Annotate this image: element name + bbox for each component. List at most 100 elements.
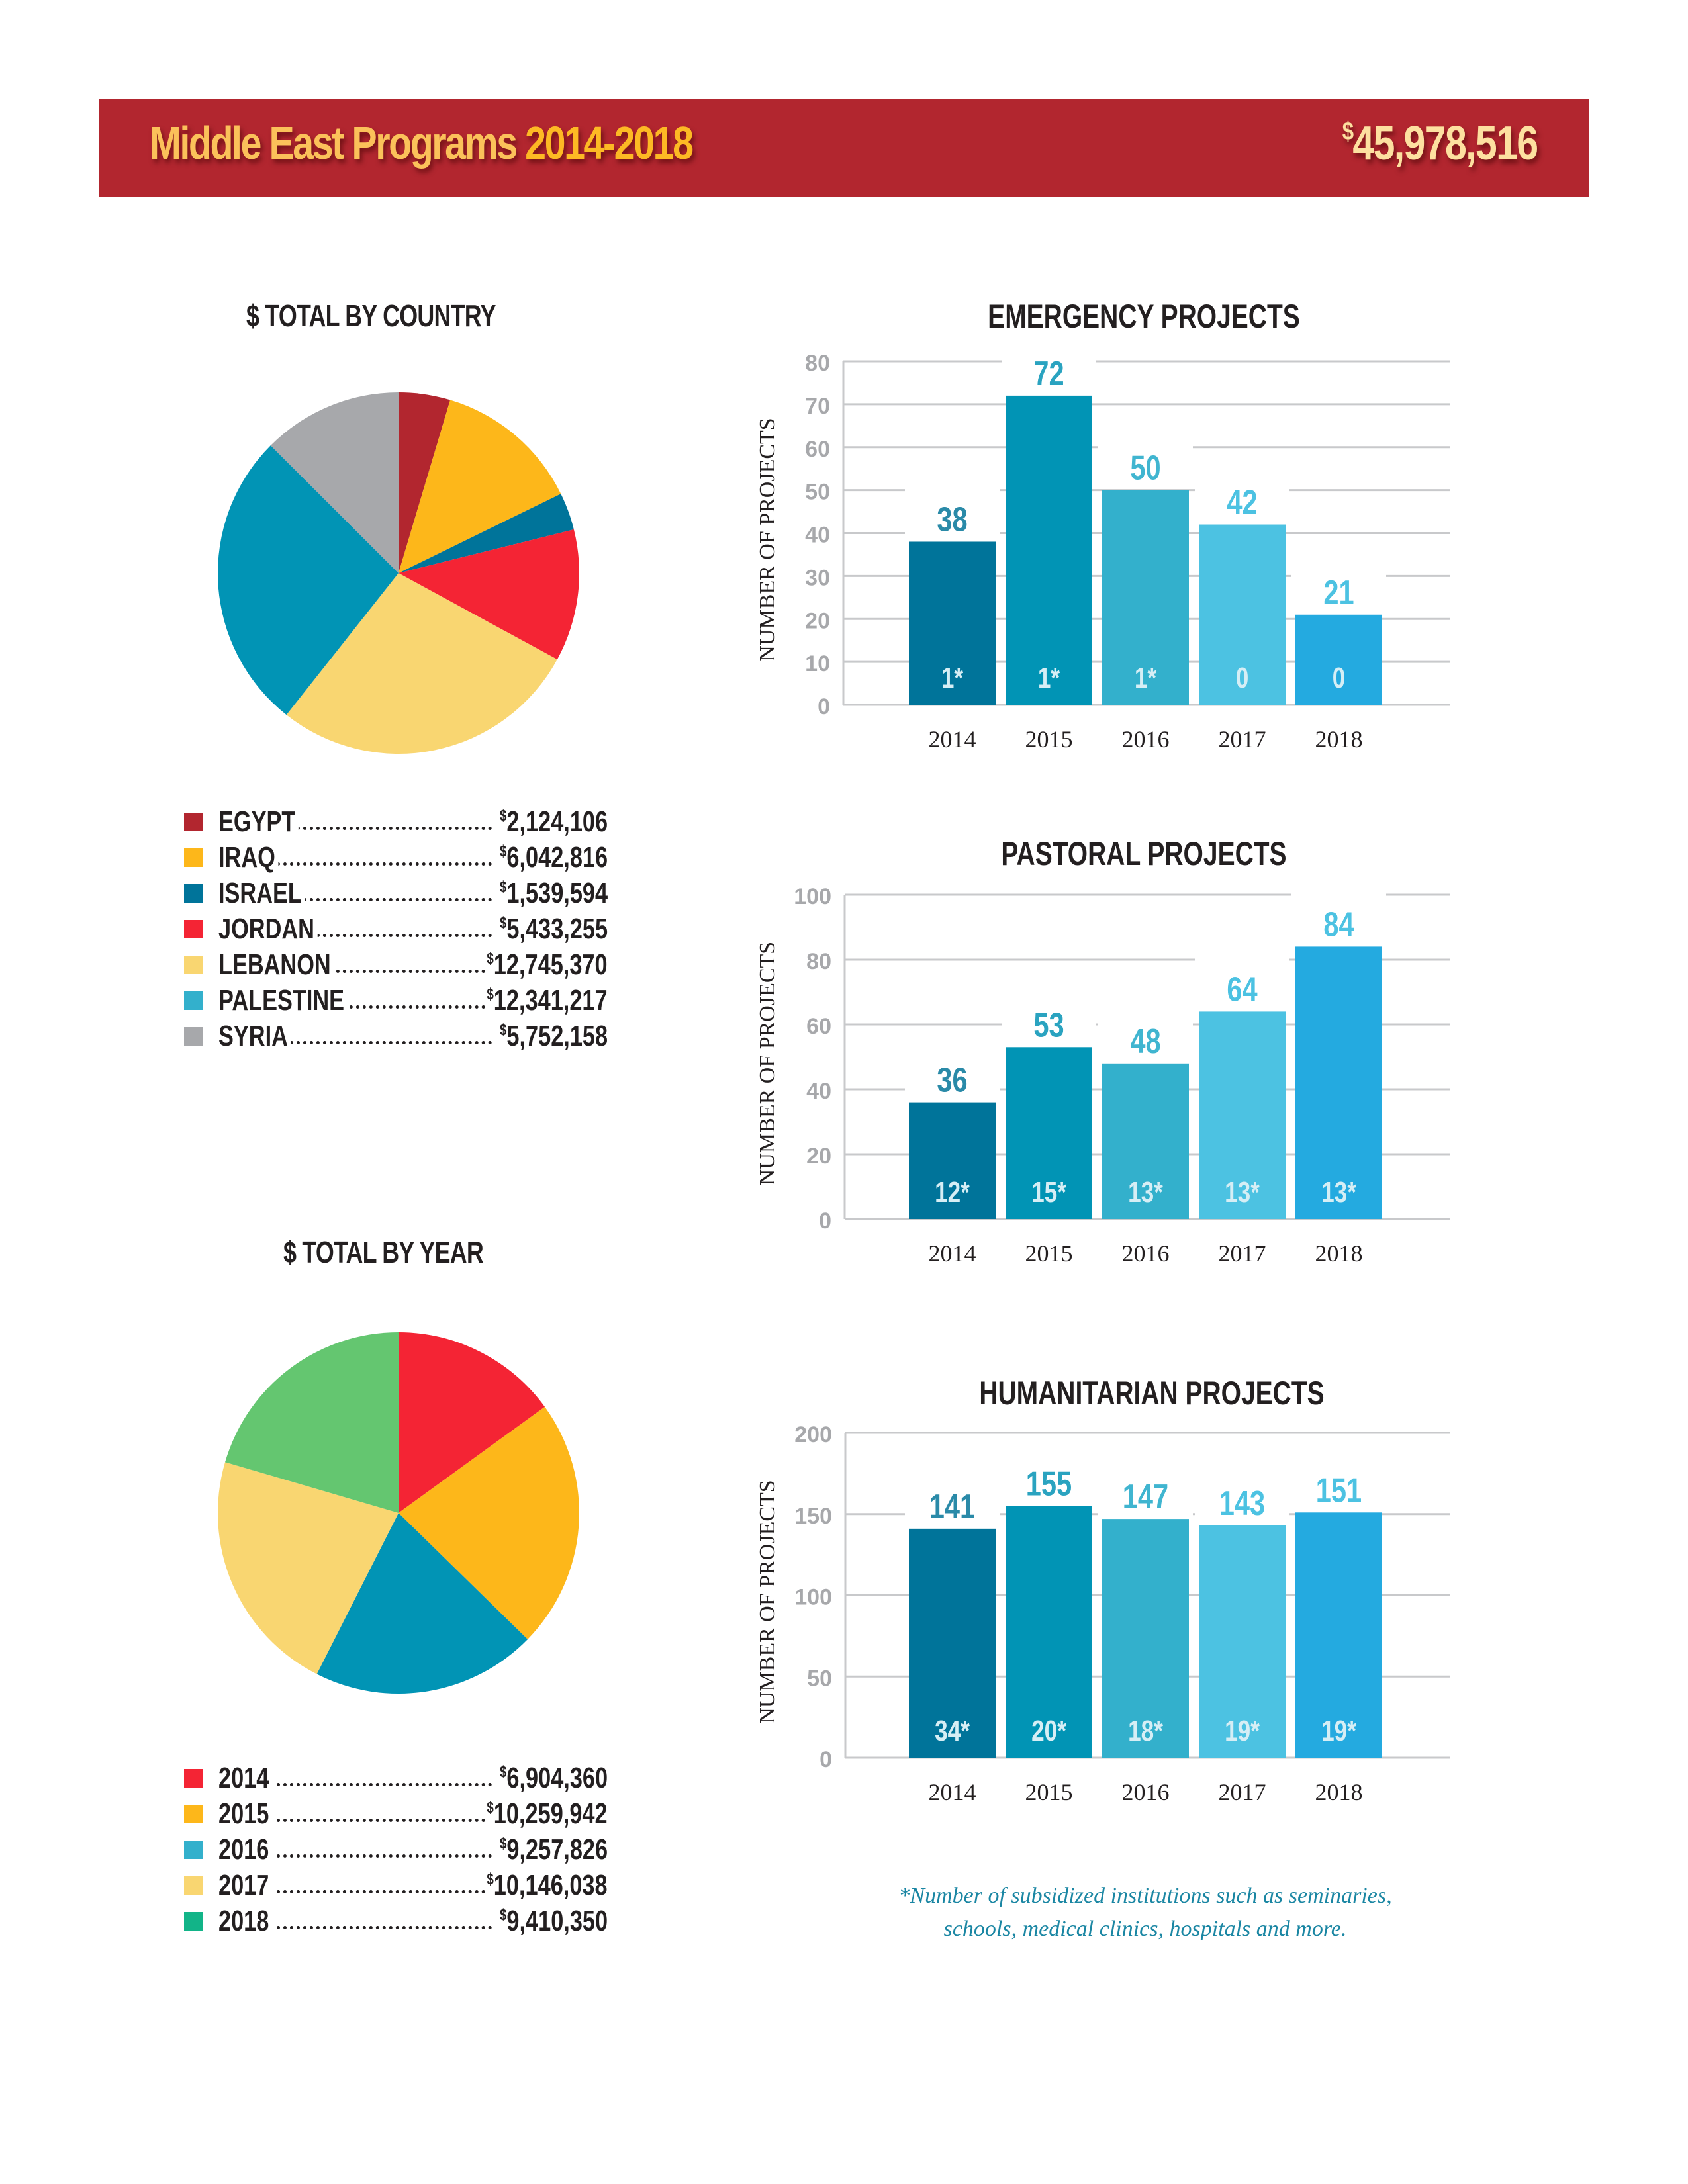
pastoral-chart-inner-label: 12* <box>935 1176 970 1208</box>
pastoral-chart-title: PASTORAL PROJECTS <box>1001 835 1286 872</box>
humanitarian-chart-y-tick-label: 150 <box>794 1504 832 1529</box>
pastoral-chart-value-label: 84 <box>1323 905 1354 944</box>
legend-value: $10,259,942 <box>485 1797 608 1831</box>
emergency-chart-label-bg <box>905 488 1000 541</box>
pastoral-chart-bar-2015 <box>1006 1047 1092 1219</box>
humanitarian-chart-y-tick-label: 100 <box>794 1585 832 1610</box>
year-pie-slice-2015 <box>399 1406 579 1639</box>
country-legend: EGYPT $2,124,106 IRAQ $6,042,816 ISRAEL $1,53… <box>184 804 608 1054</box>
pastoral-chart-y-axis-label: NUMBER OF PROJECTS <box>755 942 780 1185</box>
legend-leader-dots <box>277 1005 492 1009</box>
year-legend-item: 2016 $9,257,826 <box>184 1832 608 1868</box>
footnote-line-2: schools, medical clinics, hospitals and … <box>943 1917 1347 1941</box>
legend-value: $5,752,158 <box>497 1020 608 1053</box>
legend-label: LEBANON <box>218 948 334 981</box>
emergency-chart-inner-label: 0 <box>1236 662 1249 694</box>
country-legend-item: ISRAEL $1,539,594 <box>184 876 608 911</box>
pastoral-chart-inner-label: 15* <box>1031 1176 1066 1208</box>
pastoral-chart-value-label: 64 <box>1227 970 1257 1009</box>
humanitarian-chart-bar-2018 <box>1295 1512 1382 1758</box>
year-legend-item: 2018 $9,410,350 <box>184 1903 608 1939</box>
title-years: 2014-2018 <box>525 117 694 169</box>
humanitarian-chart-inner-label: 19* <box>1225 1715 1260 1747</box>
legend-leader-dots <box>277 934 492 937</box>
country-pie-slice-palestine <box>217 445 399 715</box>
country-legend-item: JORDAN $5,433,255 <box>184 911 608 947</box>
emergency-chart-x-tick-label: 2015 <box>1025 726 1073 752</box>
humanitarian-chart-x-tick-label: 2014 <box>929 1779 976 1805</box>
grand-total: $45,978,516 <box>1342 116 1538 171</box>
pastoral-chart-y-tick-label: 0 <box>819 1208 831 1234</box>
humanitarian-chart-x-tick-label: 2018 <box>1315 1779 1363 1805</box>
humanitarian-chart-title: HUMANITARIAN PROJECTS <box>979 1374 1324 1412</box>
emergency-chart-x-tick-label: 2016 <box>1122 726 1170 752</box>
pastoral-chart-y-tick-label: 20 <box>806 1144 831 1169</box>
year-pie-slice-2014 <box>399 1332 545 1513</box>
humanitarian-chart-inner-label: 19* <box>1321 1715 1356 1747</box>
humanitarian-chart-y-tick-label: 50 <box>807 1666 832 1691</box>
legend-swatch <box>184 813 203 831</box>
pastoral-chart-inner-label: 13* <box>1128 1176 1163 1208</box>
emergency-chart-y-tick-label: 40 <box>805 523 830 548</box>
legend-value: $9,257,826 <box>497 1833 608 1866</box>
grand-total-currency: $ <box>1342 118 1353 146</box>
legend-label: IRAQ <box>218 841 279 874</box>
year-pie-slice-2017 <box>218 1462 399 1674</box>
country-legend-item: SYRIA $5,752,158 <box>184 1019 608 1054</box>
humanitarian-chart-label-bg <box>1195 1472 1289 1524</box>
humanitarian-chart-y-tick-label: 200 <box>794 1422 832 1447</box>
legend-value: $2,124,106 <box>497 805 608 839</box>
year-legend-item: 2015 $10,259,942 <box>184 1796 608 1832</box>
footnote: *Number of subsidized institutions such … <box>821 1880 1470 1946</box>
country-pie-slice-israel <box>399 494 574 573</box>
humanitarian-chart-value-label: 155 <box>1026 1464 1072 1503</box>
legend-leader-dots <box>277 1819 492 1822</box>
legend-swatch <box>184 1027 203 1046</box>
emergency-chart-x-tick-label: 2014 <box>929 726 976 752</box>
pastoral-chart-y-tick-label: 40 <box>806 1079 831 1104</box>
grand-total-amount: 45,978,516 <box>1352 117 1538 170</box>
country-pie-slice-syria <box>270 392 399 573</box>
country-pie-slice-lebanon <box>286 573 557 754</box>
legend-swatch <box>184 1912 203 1931</box>
pastoral-chart-value-label: 48 <box>1130 1021 1160 1060</box>
legend-swatch <box>184 1876 203 1895</box>
humanitarian-chart-value-label: 141 <box>929 1486 975 1525</box>
pastoral-chart-bar-2018 <box>1295 946 1382 1219</box>
emergency-chart-x-tick-label: 2018 <box>1315 726 1363 752</box>
pastoral-chart-value-label: 36 <box>937 1060 967 1099</box>
legend-value: $10,146,038 <box>485 1869 608 1902</box>
country-legend-item: LEBANON $12,745,370 <box>184 947 608 983</box>
legend-label: EGYPT <box>218 805 299 839</box>
pastoral-chart-label-bg <box>1002 994 1096 1046</box>
legend-leader-dots <box>277 1041 492 1044</box>
pastoral-chart-y-tick-label: 100 <box>794 884 831 909</box>
legend-leader-dots <box>277 1890 492 1893</box>
humanitarian-chart-value-label: 151 <box>1316 1471 1362 1510</box>
pastoral-chart-x-tick-label: 2015 <box>1025 1240 1073 1267</box>
humanitarian-chart-x-tick-label: 2015 <box>1025 1779 1073 1805</box>
legend-label: SYRIA <box>218 1020 291 1053</box>
humanitarian-chart-value-label: 143 <box>1219 1483 1265 1522</box>
emergency-chart-label-bg <box>1002 342 1096 394</box>
legend-label: 2018 <box>218 1905 273 1938</box>
country-legend-item: EGYPT $2,124,106 <box>184 804 608 840</box>
emergency-chart-y-axis-label: NUMBER OF PROJECTS <box>755 418 780 661</box>
legend-label: 2014 <box>218 1762 273 1795</box>
humanitarian-chart-bar-2015 <box>1006 1506 1092 1758</box>
country-pie-slice-iraq <box>399 400 561 573</box>
pastoral-chart-label-bg <box>1098 1010 1193 1062</box>
humanitarian-chart-label-bg <box>1291 1459 1386 1512</box>
emergency-chart-y-tick-label: 20 <box>805 608 830 633</box>
emergency-chart-bar-2014 <box>909 541 996 705</box>
humanitarian-chart-label-bg <box>1002 1453 1096 1505</box>
emergency-chart-label-bg <box>1098 437 1193 489</box>
year-legend: 2014 $6,904,360 2015 $10,259,942 2016 $9,257,… <box>184 1760 608 1939</box>
legend-leader-dots <box>277 1783 492 1786</box>
year-legend-item: 2017 $10,146,038 <box>184 1868 608 1903</box>
emergency-chart-bar-2018 <box>1295 614 1382 705</box>
emergency-chart-value-label: 21 <box>1323 572 1354 612</box>
emergency-chart-bar-2015 <box>1006 395 1092 705</box>
legend-swatch <box>184 991 203 1010</box>
